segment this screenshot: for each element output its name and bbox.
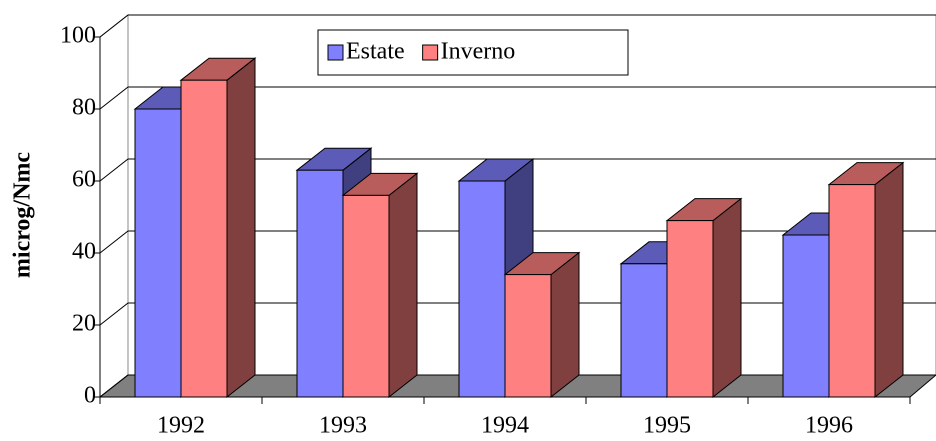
bar — [179, 57, 257, 399]
y-axis-label: microg/Nmc — [10, 152, 36, 279]
bar-side — [874, 161, 904, 399]
legend-box — [317, 29, 629, 76]
bar-front — [782, 234, 830, 398]
y-tick-label: 0 — [84, 383, 96, 409]
legend-swatch — [422, 44, 439, 61]
grid-line — [99, 86, 936, 110]
bar-front — [504, 274, 552, 398]
y-tick-label: 60 — [72, 167, 96, 193]
bar-front — [134, 108, 182, 398]
legend: Estate Inverno — [317, 29, 629, 76]
bar — [665, 197, 743, 399]
bar-front — [296, 169, 344, 398]
bar-side — [226, 57, 256, 399]
x-tick-label: 1995 — [643, 413, 691, 439]
bar-front — [828, 184, 876, 398]
bar — [827, 161, 905, 399]
bar-side — [388, 172, 418, 399]
side-wall — [99, 13, 129, 399]
y-tick-label: 40 — [72, 239, 96, 265]
y-tick-label: 80 — [72, 95, 96, 121]
bar-front — [342, 194, 390, 398]
bar-front — [666, 220, 714, 398]
grid-line — [99, 14, 936, 38]
bar-front — [620, 263, 668, 398]
grid-line — [99, 158, 936, 182]
x-tick-label: 1996 — [805, 413, 853, 439]
bar — [503, 251, 581, 399]
legend-label: Estate — [346, 39, 405, 65]
x-tick-label: 1994 — [481, 413, 529, 439]
legend-label: Inverno — [441, 39, 516, 65]
y-tick-label: 100 — [60, 23, 96, 49]
bar-front — [458, 180, 506, 398]
bar-side — [550, 251, 580, 399]
x-tick-label: 1993 — [319, 413, 367, 439]
bar-side — [712, 197, 742, 399]
bar-front — [180, 79, 228, 398]
y-tick-label: 20 — [72, 311, 96, 337]
bar — [341, 172, 419, 399]
legend-swatch — [327, 44, 344, 61]
x-tick-label: 1992 — [157, 413, 205, 439]
